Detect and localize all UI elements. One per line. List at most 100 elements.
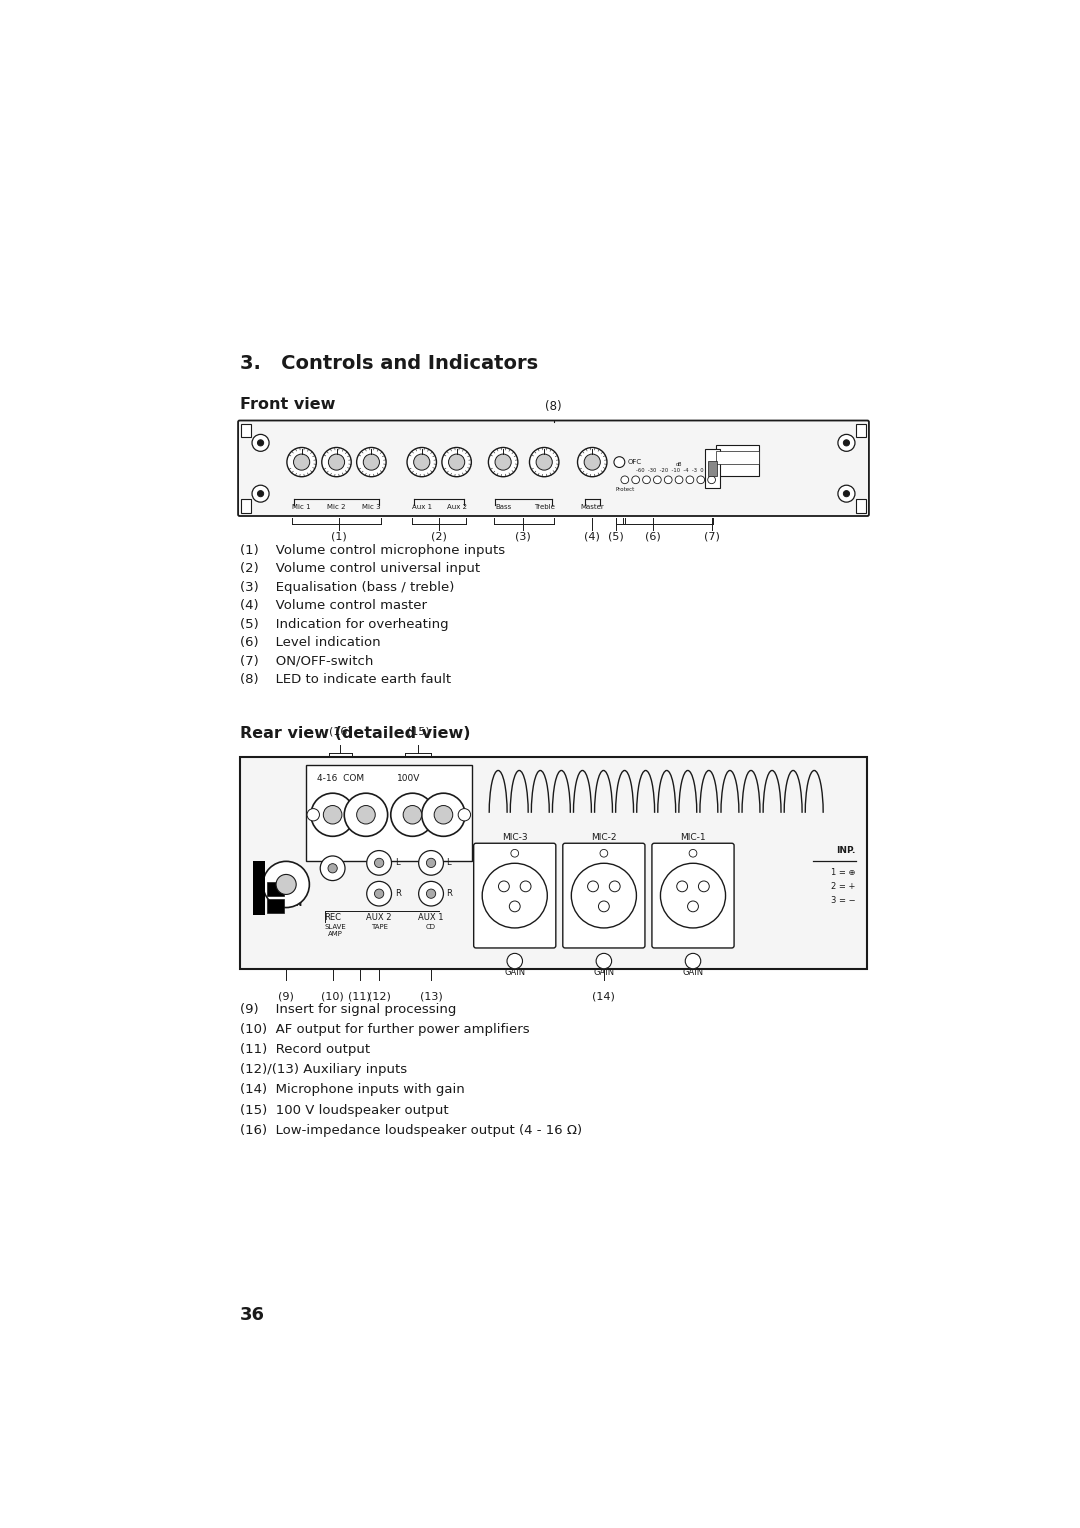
Circle shape <box>688 902 699 912</box>
Circle shape <box>621 475 629 484</box>
Bar <box>716 445 759 475</box>
Circle shape <box>510 902 521 912</box>
Text: (7)    ON/OFF-switch: (7) ON/OFF-switch <box>240 654 373 668</box>
Bar <box>240 756 867 969</box>
Circle shape <box>613 457 625 468</box>
Circle shape <box>600 850 608 857</box>
Text: Protect: Protect <box>616 486 634 492</box>
Circle shape <box>419 882 444 906</box>
FancyBboxPatch shape <box>474 843 556 947</box>
Circle shape <box>356 448 387 477</box>
Text: Rear view (detailed view): Rear view (detailed view) <box>240 726 470 741</box>
Text: (13): (13) <box>420 992 443 1002</box>
Circle shape <box>375 859 383 868</box>
Circle shape <box>609 882 620 892</box>
Text: MIC-3: MIC-3 <box>502 833 527 842</box>
Text: 4-16  COM: 4-16 COM <box>318 775 364 782</box>
Text: MIC-2: MIC-2 <box>591 833 617 842</box>
Text: (16)  Low-impedance loudspeaker output (4 - 16 Ω): (16) Low-impedance loudspeaker output (4… <box>240 1123 582 1137</box>
Circle shape <box>584 454 600 471</box>
Circle shape <box>686 475 693 484</box>
Circle shape <box>843 440 850 446</box>
Text: Treble: Treble <box>534 504 555 510</box>
FancyBboxPatch shape <box>563 843 645 947</box>
Text: R: R <box>446 889 453 898</box>
Circle shape <box>458 808 471 821</box>
Circle shape <box>843 490 850 497</box>
Circle shape <box>588 882 598 892</box>
Circle shape <box>482 863 548 927</box>
Text: 3 = −: 3 = − <box>832 895 855 905</box>
Text: (16): (16) <box>329 726 352 736</box>
Text: (8)    LED to indicate earth fault: (8) LED to indicate earth fault <box>240 672 450 686</box>
Circle shape <box>596 953 611 969</box>
Text: GAIN: GAIN <box>593 967 615 976</box>
Circle shape <box>653 475 661 484</box>
Bar <box>253 862 266 915</box>
Circle shape <box>311 793 354 836</box>
Text: SLAVE: SLAVE <box>324 924 346 931</box>
Circle shape <box>345 793 388 836</box>
Text: GAIN: GAIN <box>683 967 703 976</box>
Text: (3)    Equalisation (bass / treble): (3) Equalisation (bass / treble) <box>240 581 454 594</box>
Text: Mic 2: Mic 2 <box>327 504 346 510</box>
Text: Aux 1: Aux 1 <box>411 504 432 510</box>
Circle shape <box>375 889 383 898</box>
Text: (15)  100 V loudspeaker output: (15) 100 V loudspeaker output <box>240 1103 448 1117</box>
Bar <box>267 882 284 895</box>
Circle shape <box>356 805 375 824</box>
Text: (11)  Record output: (11) Record output <box>240 1044 369 1056</box>
Circle shape <box>529 448 559 477</box>
Bar <box>241 423 252 437</box>
Text: (15): (15) <box>406 726 429 736</box>
Circle shape <box>495 454 511 471</box>
Circle shape <box>307 808 320 821</box>
Text: (4): (4) <box>584 532 600 541</box>
Circle shape <box>287 448 316 477</box>
Bar <box>707 460 717 475</box>
Bar <box>267 898 284 912</box>
Text: (2): (2) <box>431 532 447 541</box>
Circle shape <box>403 805 422 824</box>
Circle shape <box>689 850 697 857</box>
Circle shape <box>391 793 434 836</box>
Text: (5): (5) <box>608 532 624 541</box>
Circle shape <box>427 859 435 868</box>
Circle shape <box>442 448 471 477</box>
Text: (6): (6) <box>645 532 661 541</box>
Text: (10)  AF output for further power amplifiers: (10) AF output for further power amplifi… <box>240 1024 529 1036</box>
Text: (12): (12) <box>367 992 391 1002</box>
Text: INP.: INP. <box>836 847 855 856</box>
Bar <box>241 500 252 513</box>
Text: RETURN: RETURN <box>267 898 302 908</box>
Text: (1)    Volume control microphone inputs: (1) Volume control microphone inputs <box>240 544 504 556</box>
Text: AUX 2: AUX 2 <box>366 912 392 921</box>
Circle shape <box>262 862 309 908</box>
Circle shape <box>571 863 636 927</box>
Text: (14): (14) <box>593 992 616 1002</box>
Text: (10): (10) <box>321 992 345 1002</box>
Text: (3): (3) <box>515 532 530 541</box>
Bar <box>855 500 866 513</box>
Circle shape <box>677 882 688 892</box>
Text: 100V: 100V <box>397 775 420 782</box>
Circle shape <box>643 475 650 484</box>
Circle shape <box>699 882 710 892</box>
Bar <box>704 449 720 487</box>
Circle shape <box>328 863 337 872</box>
Circle shape <box>578 448 607 477</box>
Text: 2 = +: 2 = + <box>832 882 855 891</box>
Circle shape <box>434 805 453 824</box>
Circle shape <box>322 448 351 477</box>
Text: 36: 36 <box>240 1306 265 1325</box>
Circle shape <box>276 874 296 894</box>
Circle shape <box>422 793 465 836</box>
Circle shape <box>323 805 342 824</box>
Text: (5)    Indication for overheating: (5) Indication for overheating <box>240 617 448 631</box>
Bar <box>716 451 759 465</box>
Text: (4)    Volume control master: (4) Volume control master <box>240 599 427 613</box>
Circle shape <box>511 850 518 857</box>
Circle shape <box>407 448 436 477</box>
Circle shape <box>632 475 639 484</box>
FancyBboxPatch shape <box>238 420 869 516</box>
